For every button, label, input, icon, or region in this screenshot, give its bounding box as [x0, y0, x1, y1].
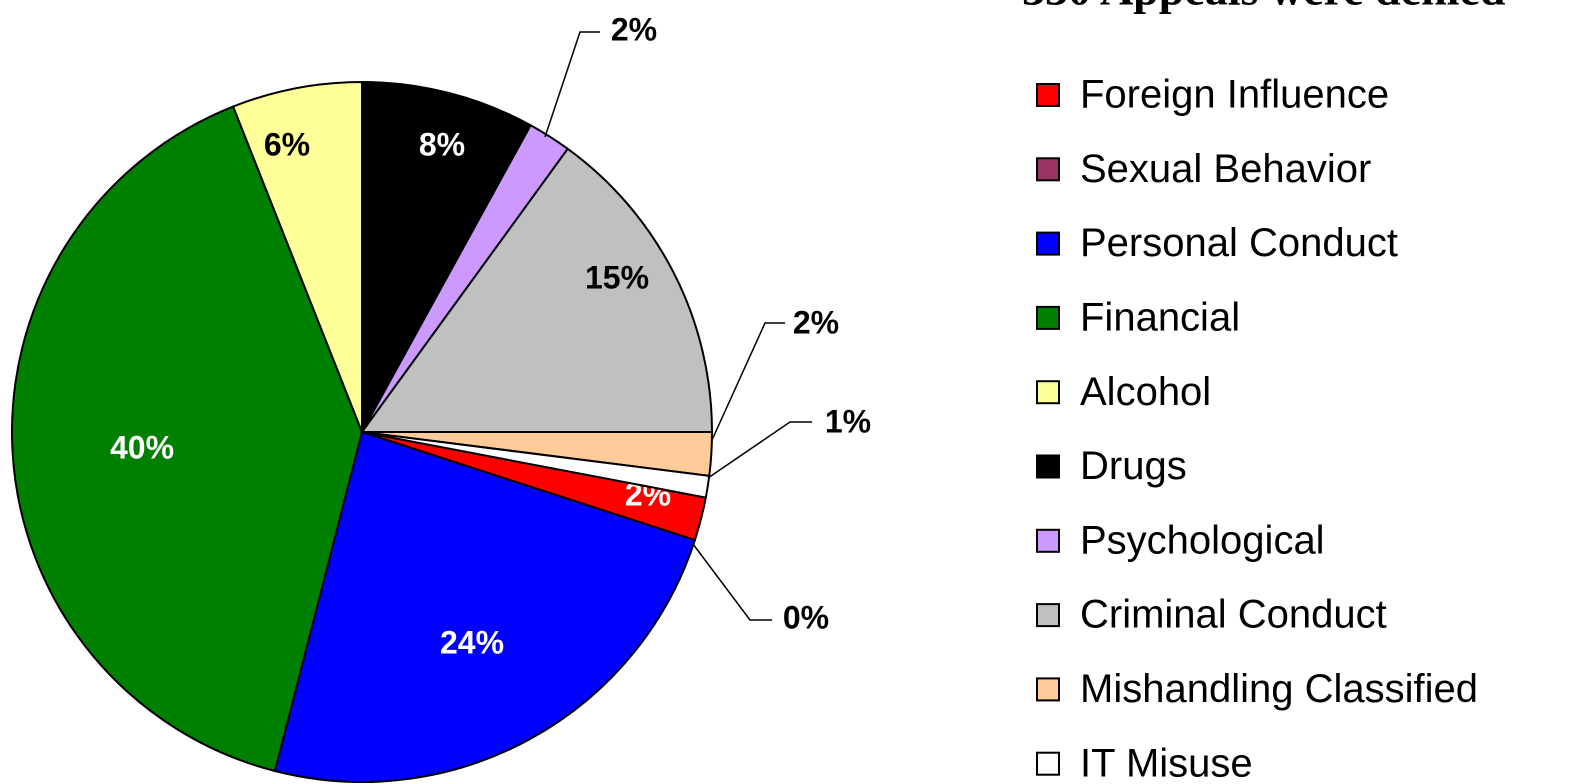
legend-label: Foreign Influence: [1080, 73, 1389, 117]
pie-slice: [273, 430, 697, 783]
legend-label: Financial: [1080, 295, 1240, 339]
legend-label: Criminal Conduct: [1080, 593, 1387, 637]
legend-swatch: [1036, 454, 1060, 479]
pie-slice: [361, 80, 532, 433]
legend-swatch: [1036, 603, 1060, 628]
pie-slice: [360, 147, 714, 433]
data-label: 0%: [783, 599, 829, 635]
data-label: 2%: [611, 11, 657, 47]
leader-line: [544, 31, 600, 138]
legend-label: Alcohol: [1080, 370, 1211, 414]
data-label: 8%: [419, 126, 465, 162]
legend-label: Personal Conduct: [1080, 221, 1398, 265]
legend-swatch: [1036, 380, 1060, 405]
pie-slice: [11, 105, 364, 773]
leader-line: [711, 322, 785, 441]
legend-label: Drugs: [1080, 444, 1187, 488]
legend-swatch: [1036, 231, 1060, 256]
legend-label: Psychological: [1080, 518, 1325, 562]
data-label: 1%: [825, 403, 871, 439]
leader-line: [707, 421, 812, 479]
legend-label: IT Misuse: [1080, 741, 1253, 784]
legend-label: Mishandling Classified: [1080, 667, 1478, 711]
pie-slice: [231, 80, 363, 433]
data-label: 40%: [110, 429, 174, 465]
chart-title: 330 Appeals were denied: [1022, 0, 1506, 15]
data-label: 15%: [585, 259, 649, 295]
legend-swatch: [1036, 157, 1060, 182]
legend-swatch: [1036, 677, 1060, 702]
data-label: 6%: [264, 126, 310, 162]
legend-swatch: [1036, 528, 1060, 553]
legend-swatch: [1036, 83, 1060, 107]
leader-line: [689, 539, 772, 621]
pie-slice: [361, 431, 711, 499]
legend-swatch: [1036, 305, 1060, 330]
data-label: 24%: [440, 624, 504, 660]
legend-label: Sexual Behavior: [1080, 147, 1371, 191]
data-label: 2%: [793, 304, 839, 340]
legend-swatch: [1036, 751, 1060, 776]
